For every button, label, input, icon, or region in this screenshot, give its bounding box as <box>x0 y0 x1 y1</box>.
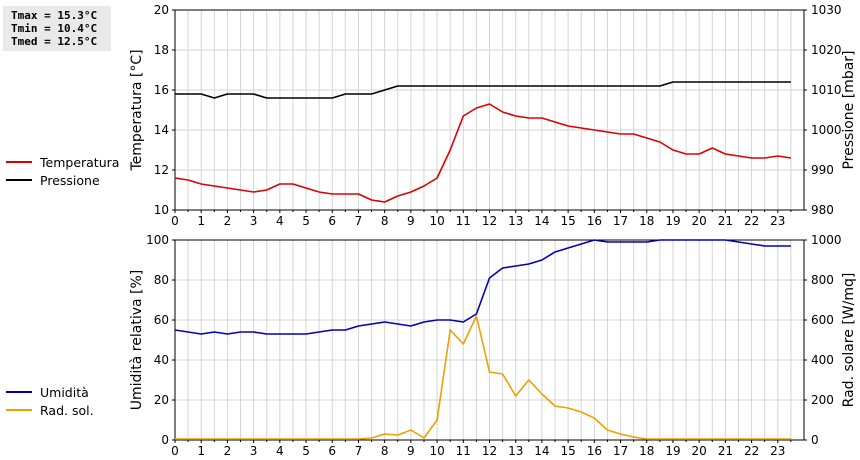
chart1-xtick-label: 16 <box>587 214 602 228</box>
chart2-ytick-label: 40 <box>154 353 169 367</box>
chart1-ytick-label: 14 <box>154 123 169 137</box>
chart2-xtick-label: 7 <box>355 444 363 458</box>
chart2-series-umidit <box>174 239 791 335</box>
legend-swatch-radsol <box>6 409 32 411</box>
chart1-y2tick-label: 1030 <box>811 3 842 17</box>
chart2-xtick-label: 8 <box>381 444 389 458</box>
chart2-xtick-label: 12 <box>482 444 497 458</box>
chart2-xtick-label: 4 <box>276 444 284 458</box>
chart2-ytick-label: 80 <box>154 273 169 287</box>
chart1-xtick-label: 3 <box>250 214 258 228</box>
legend-label-pressione: Pressione <box>40 172 100 188</box>
chart1-ytick-label: 18 <box>154 43 169 57</box>
chart1-xtick-label: 19 <box>665 214 680 228</box>
chart1-xtick-label: 9 <box>407 214 415 228</box>
chart1-xtick-label: 18 <box>639 214 654 228</box>
tmin-text: Tmin = 10.4°C <box>11 22 98 35</box>
chart2-xtick-label: 3 <box>250 444 258 458</box>
legend-item-pressione: Pressione <box>6 171 119 189</box>
chart1-y2tick-label: 1000 <box>811 123 842 137</box>
chart2-xtick-label: 18 <box>639 444 654 458</box>
chart1-ytick-label: 20 <box>154 3 169 17</box>
chart1-xtick-label: 8 <box>381 214 389 228</box>
chart1-xtick-label: 2 <box>224 214 232 228</box>
chart1-series-pressione <box>175 81 791 99</box>
legend-label-temperatura: Temperatura <box>40 154 120 170</box>
chart1-xtick-label: 7 <box>355 214 363 228</box>
chart1-ytick-label: 12 <box>154 163 169 177</box>
chart2-ytick-label: 100 <box>146 233 169 247</box>
chart2-y2label: Rad. solare [W/mq] <box>841 273 857 408</box>
chart1-xtick-label: 20 <box>692 214 707 228</box>
chart2-xtick-label: 10 <box>429 444 444 458</box>
chart2-xtick-label: 15 <box>560 444 575 458</box>
legend-item-radsol: Rad. sol. <box>6 401 94 419</box>
chart1-xtick-label: 17 <box>613 214 628 228</box>
chart2-xtick-label: 21 <box>718 444 733 458</box>
chart1-xtick-label: 10 <box>429 214 444 228</box>
chart2-xtick-label: 17 <box>613 444 628 458</box>
chart2-ytick-label: 60 <box>154 313 169 327</box>
chart1-xtick-label: 4 <box>276 214 284 228</box>
chart2-xtick-label: 1 <box>197 444 205 458</box>
chart1-xtick-label: 13 <box>508 214 523 228</box>
chart1-xtick-label: 21 <box>718 214 733 228</box>
chart2-ylabel: Umidità relativa [%] <box>129 270 145 411</box>
chart2-xtick-label: 13 <box>508 444 523 458</box>
chart1-xtick-label: 22 <box>744 214 759 228</box>
chart1-xtick-label: 15 <box>560 214 575 228</box>
chart1-xtick-label: 0 <box>171 214 179 228</box>
legend-top: Temperatura Pressione <box>6 153 119 189</box>
chart2-xtick-label: 6 <box>328 444 336 458</box>
chart1-y2tick-label: 1010 <box>811 83 842 97</box>
chart2-xtick-label: 20 <box>692 444 707 458</box>
legend-item-temperatura: Temperatura <box>6 153 119 171</box>
chart2-y2tick-label: 200 <box>811 393 834 407</box>
chart2-xtick-label: 16 <box>587 444 602 458</box>
legend-swatch-pressione <box>6 179 32 181</box>
chart1-xtick-label: 6 <box>328 214 336 228</box>
chart2-xtick-label: 22 <box>744 444 759 458</box>
chart2-y2tick-label: 400 <box>811 353 834 367</box>
chart1-ytick-label: 16 <box>154 83 169 97</box>
chart1-y2label: Pressione [mbar] <box>841 50 857 169</box>
tmax-text: Tmax = 15.3°C <box>11 9 98 22</box>
chart1-ylabel: Temperatura [°C] <box>129 49 145 171</box>
chart2-series-rad-sol <box>175 315 791 440</box>
chart2-xtick-label: 11 <box>456 444 471 458</box>
chart1-xtick-label: 14 <box>534 214 549 228</box>
chart2-y2tick-label: 600 <box>811 313 834 327</box>
legend-swatch-temperatura <box>6 161 32 163</box>
chart2-xtick-label: 14 <box>534 444 549 458</box>
legend-label-umidita: Umidità <box>40 384 89 400</box>
legend-swatch-umidita <box>6 391 32 393</box>
chart2-xtick-label: 19 <box>665 444 680 458</box>
chart1-y2tick-label: 990 <box>811 163 834 177</box>
chart1-series-temperatura <box>174 103 792 203</box>
chart2-xtick-label: 2 <box>224 444 232 458</box>
chart1-xtick-label: 1 <box>197 214 205 228</box>
stats-box: Tmax = 15.3°C Tmin = 10.4°C Tmed = 12.5°… <box>3 6 111 51</box>
chart2-y2tick-label: 1000 <box>811 233 842 247</box>
legend-bottom: Umidità Rad. sol. <box>6 383 94 419</box>
chart2-ytick-label: 0 <box>161 433 169 447</box>
legend-item-umidita: Umidità <box>6 383 94 401</box>
chart1-xtick-label: 12 <box>482 214 497 228</box>
chart2-xtick-label: 5 <box>302 444 310 458</box>
chart2-ytick-label: 20 <box>154 393 169 407</box>
chart2-xtick-label: 23 <box>770 444 785 458</box>
chart1-xtick-label: 5 <box>302 214 310 228</box>
chart1-y2tick-label: 980 <box>811 203 834 217</box>
chart2-xtick-label: 9 <box>407 444 415 458</box>
chart1-xtick-label: 23 <box>770 214 785 228</box>
chart1-y2tick-label: 1020 <box>811 43 842 57</box>
chart2-y2tick-label: 0 <box>811 433 819 447</box>
legend-label-radsol: Rad. sol. <box>40 402 94 418</box>
chart2-y2tick-label: 800 <box>811 273 834 287</box>
tmed-text: Tmed = 12.5°C <box>11 35 98 48</box>
chart1-xtick-label: 11 <box>456 214 471 228</box>
chart2-xtick-label: 0 <box>171 444 179 458</box>
chart1-ytick-label: 10 <box>154 203 169 217</box>
